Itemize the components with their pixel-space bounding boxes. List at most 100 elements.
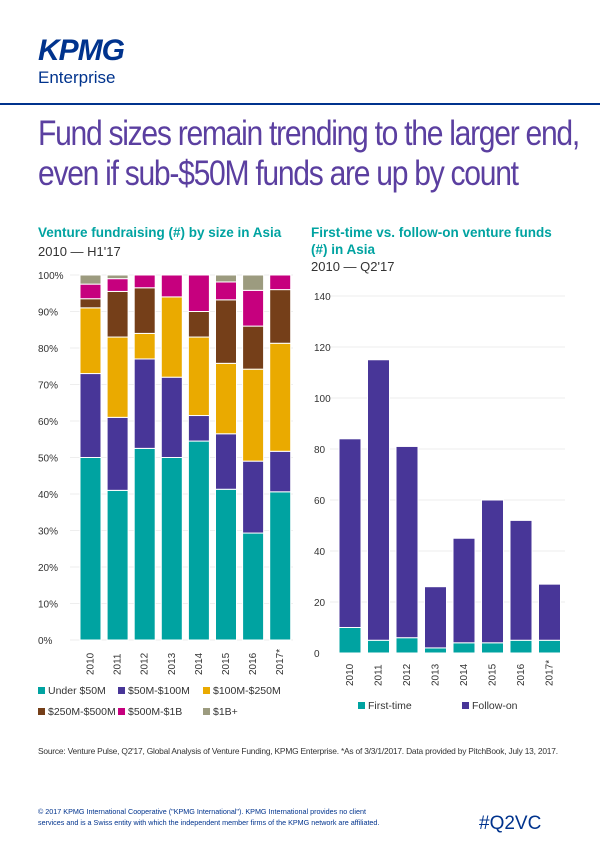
chart1-bar-segment	[187, 440, 210, 641]
kpmg-logo: KPMG Enterprise	[38, 34, 125, 88]
chart1-bar-segment	[215, 274, 237, 283]
chart1-bar-segment	[79, 457, 102, 641]
chart1-legend-item-swatch	[118, 687, 125, 694]
chart1-bar-segment	[106, 278, 129, 292]
chart2-ytick: 120	[314, 343, 331, 354]
chart1-ytick: 60%	[38, 417, 58, 428]
chart1-bar-segment	[269, 289, 292, 344]
chart1-xtick: 2015	[221, 652, 232, 675]
chart1-bar-segment	[133, 447, 156, 641]
chart1-bar-segment	[160, 457, 183, 641]
copyright-line-2: services and is a Swiss entity with whic…	[38, 818, 380, 827]
chart2-xtick: 2010	[345, 663, 356, 686]
chart2-xtick: 2017*	[545, 660, 556, 686]
chart1-bar-segment	[79, 373, 102, 458]
chart2-ytick: 40	[314, 547, 326, 558]
chart1-subtitle: 2010 — H1'17	[38, 244, 121, 259]
chart2-legend-item-label: Follow-on	[472, 700, 518, 712]
chart2-bar-segment	[338, 627, 362, 654]
chart1-legend-item-label: $250M-$500M	[48, 706, 116, 718]
chart1-legend-item-label: $50M-$100M	[128, 685, 190, 697]
chart1-ytick: 10%	[38, 600, 58, 611]
chart1-legend-item-swatch	[203, 708, 210, 715]
chart1-legend-item-label: $100M-$250M	[213, 685, 281, 697]
chart2-bar-segment	[481, 499, 504, 644]
chart2-bar-segment	[509, 519, 533, 641]
chart1-bar-segment	[133, 358, 156, 449]
chart2-title-line-1: First-time vs. follow-on venture funds	[311, 225, 552, 240]
chart1-bar-segment	[269, 342, 292, 452]
chart2-bar-segment	[367, 359, 390, 641]
chart1-bar-segment	[133, 287, 156, 334]
chart2-bar-segment	[538, 639, 561, 654]
chart1-bar-segment	[160, 376, 183, 459]
chart2-legend-item-swatch	[358, 702, 365, 709]
chart2-legend-item-swatch	[462, 702, 469, 709]
chart1-bar-segment	[79, 283, 102, 300]
chart2-ytick: 80	[314, 445, 326, 456]
chart1-ytick: 30%	[38, 527, 58, 538]
chart1-bar-segment	[106, 489, 129, 641]
chart2-bar-segment	[538, 583, 561, 641]
chart2-subtitle: 2010 — Q2'17	[311, 259, 395, 274]
chart2-ytick: 60	[314, 496, 326, 507]
logo-wordmark: KPMG	[38, 34, 125, 67]
chart1-legend-item-label: Under $50M	[48, 685, 106, 697]
chart1-title: Venture fundraising (#) by size in Asia	[38, 225, 282, 240]
chart1-bar-segment	[160, 274, 183, 298]
chart2-bar-segment	[395, 637, 419, 654]
chart1-xtick: 2010	[86, 652, 97, 675]
chart1-xtick: 2017*	[275, 649, 286, 675]
chart1-bar-segment	[242, 274, 265, 291]
chart2-bar-segment	[367, 639, 390, 654]
chart1-ytick: 0%	[38, 636, 53, 647]
chart1-legend-item-swatch	[203, 687, 210, 694]
chart1-ytick: 90%	[38, 308, 58, 319]
chart2-bar-segment	[395, 445, 419, 639]
chart1-bar-segment	[187, 415, 210, 442]
chart1-ytick: 100%	[38, 271, 64, 282]
chart1-legend-item-swatch	[118, 708, 125, 715]
chart1-legend-item-swatch	[38, 708, 45, 715]
chart1-bar-segment	[269, 274, 292, 291]
chart1-bar-segment	[106, 290, 129, 338]
chart1-legend-item-label: $500M-$1B	[128, 706, 182, 718]
chart1-bar-segment	[242, 289, 265, 327]
chart2-xtick: 2011	[374, 664, 385, 686]
chart1-bar-segment	[160, 296, 183, 378]
chart1-bar-segment	[133, 274, 156, 289]
chart1-ytick: 20%	[38, 563, 58, 574]
page-headline: Fund sizes remain trending to the larger…	[38, 114, 580, 194]
chart1-bar-segment	[242, 325, 265, 370]
copyright-line-1: © 2017 KPMG International Cooperative ("…	[38, 807, 367, 816]
chart2-bar-segment	[424, 586, 447, 649]
chart1-bar-segment	[187, 311, 210, 338]
chart1-legend-item-swatch	[38, 687, 45, 694]
chart1-bar-segment	[215, 488, 237, 641]
chart2-title: First-time vs. follow-on venture funds (…	[311, 224, 552, 258]
chart1-bar-segment	[187, 274, 210, 312]
chart1-ytick: 40%	[38, 490, 58, 501]
copyright-notice: © 2017 KPMG International Cooperative ("…	[38, 806, 408, 828]
chart2-bar-segment	[452, 537, 476, 644]
chart2-legend-item-label: First-time	[368, 700, 412, 712]
chart2-bar-segment	[338, 438, 362, 628]
chart1-bar-segment	[215, 362, 237, 435]
chart1-xtick: 2014	[194, 652, 205, 675]
chart1-bar-segment	[242, 532, 265, 641]
headline-line-2: even if sub-$50M funds are up by count	[38, 154, 519, 193]
chart1-ytick: 70%	[38, 381, 58, 392]
chart1-legend-item-label: $1B+	[213, 706, 238, 718]
chart1-bar-segment	[187, 336, 210, 417]
logo-subtext: Enterprise	[38, 68, 116, 87]
chart1-bar-segment	[79, 274, 102, 285]
headline-line-1: Fund sizes remain trending to the larger…	[38, 114, 580, 153]
chart1-xtick: 2016	[248, 652, 259, 675]
chart1-bar-segment	[133, 332, 156, 360]
chart2-title-line-2: (#) in Asia	[311, 242, 376, 257]
chart1-bar-segment	[215, 281, 237, 301]
chart1-ytick: 50%	[38, 454, 58, 465]
chart1-bar-segment	[106, 416, 129, 491]
chart1-xtick: 2012	[140, 652, 151, 675]
